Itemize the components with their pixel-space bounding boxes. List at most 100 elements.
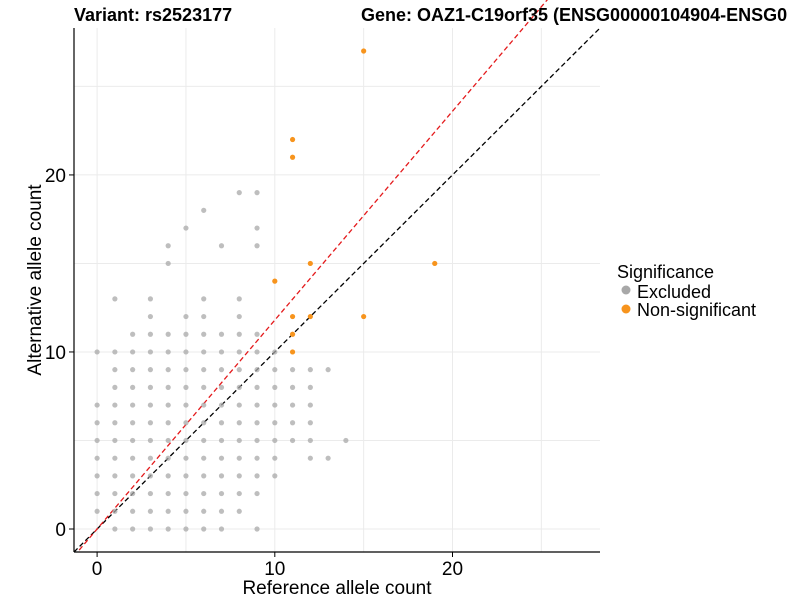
y-axis-title: Alternative allele count <box>25 184 46 376</box>
y-tick-label: 20 <box>45 166 66 187</box>
point-excluded <box>236 455 242 461</box>
point-excluded <box>165 260 171 267</box>
point-excluded <box>165 526 171 532</box>
point-excluded <box>147 473 154 479</box>
point-excluded <box>147 420 154 426</box>
point-excluded <box>165 473 171 479</box>
point-excluded <box>254 455 260 461</box>
point-excluded <box>130 349 136 355</box>
chart-title-gene: Gene: OAZ1-C19orf35 (ENSG00000104904-ENS… <box>361 5 787 25</box>
point-excluded <box>201 490 207 497</box>
point-excluded <box>183 384 189 390</box>
legend: Significance Excluded Non-significant <box>617 262 756 320</box>
point-excluded <box>112 526 118 532</box>
data-points <box>94 48 438 532</box>
point-excluded <box>201 455 207 461</box>
point-excluded <box>289 420 296 426</box>
point-excluded <box>201 384 207 390</box>
point-non-significant <box>289 154 296 160</box>
point-excluded <box>272 420 278 426</box>
point-excluded <box>236 384 242 390</box>
point-excluded <box>254 526 260 532</box>
reference-line-identity <box>74 27 601 552</box>
y-tick-label: 0 <box>55 520 66 541</box>
point-excluded <box>236 420 242 426</box>
point-excluded <box>165 508 171 514</box>
legend-marker-non-significant <box>621 304 631 314</box>
point-excluded <box>147 437 154 444</box>
point-excluded <box>147 384 154 390</box>
point-excluded <box>130 455 136 461</box>
point-excluded <box>130 473 136 479</box>
point-excluded <box>218 367 225 373</box>
point-excluded <box>218 508 225 514</box>
point-excluded <box>289 367 296 373</box>
point-excluded <box>254 402 260 408</box>
point-excluded <box>112 349 118 355</box>
point-excluded <box>94 508 100 514</box>
point-excluded <box>165 490 171 497</box>
point-excluded <box>254 420 260 426</box>
point-excluded <box>307 402 313 408</box>
point-excluded <box>147 402 154 408</box>
point-excluded <box>94 402 100 408</box>
point-excluded <box>254 384 260 390</box>
reference-line-fit <box>76 0 548 552</box>
point-excluded <box>289 437 296 444</box>
point-excluded <box>236 331 242 337</box>
point-excluded <box>201 402 207 408</box>
point-excluded <box>272 384 278 390</box>
point-excluded <box>236 296 242 302</box>
point-excluded <box>201 296 207 302</box>
point-excluded <box>112 437 118 444</box>
point-excluded <box>165 420 171 426</box>
point-excluded <box>112 455 118 461</box>
point-excluded <box>183 402 189 408</box>
point-excluded <box>307 384 313 390</box>
point-excluded <box>130 508 136 514</box>
point-excluded <box>254 349 260 355</box>
point-excluded <box>130 420 136 426</box>
point-excluded <box>94 490 100 497</box>
point-excluded <box>112 384 118 390</box>
point-excluded <box>289 384 296 390</box>
point-excluded <box>201 331 207 337</box>
point-non-significant <box>307 260 313 267</box>
chart-title-variant: Variant: rs2523177 <box>74 5 232 25</box>
point-excluded <box>218 526 225 532</box>
point-excluded <box>130 384 136 390</box>
legend-label-excluded: Excluded <box>637 282 711 302</box>
x-tick-label: 20 <box>442 559 463 580</box>
point-excluded <box>147 331 154 337</box>
point-excluded <box>218 490 225 497</box>
point-excluded <box>94 349 100 355</box>
point-excluded <box>201 508 207 514</box>
point-excluded <box>183 473 189 479</box>
point-excluded <box>147 296 154 302</box>
point-excluded <box>236 402 242 408</box>
point-excluded <box>112 508 118 514</box>
point-non-significant <box>289 349 296 355</box>
point-excluded <box>218 349 225 355</box>
point-excluded <box>147 349 154 355</box>
point-non-significant <box>307 313 313 320</box>
point-excluded <box>236 367 242 373</box>
point-excluded <box>112 473 118 479</box>
point-excluded <box>218 437 225 444</box>
point-excluded <box>236 437 242 444</box>
point-excluded <box>183 313 189 320</box>
point-excluded <box>112 402 118 408</box>
point-excluded <box>183 331 189 337</box>
point-excluded <box>307 455 313 461</box>
point-non-significant <box>272 278 278 284</box>
point-excluded <box>201 420 207 426</box>
point-excluded <box>236 349 242 355</box>
point-excluded <box>201 367 207 373</box>
point-non-significant <box>289 136 296 143</box>
point-excluded <box>183 526 189 532</box>
point-excluded <box>307 420 313 426</box>
point-excluded <box>201 313 207 320</box>
point-excluded <box>343 437 349 444</box>
point-excluded <box>112 420 118 426</box>
